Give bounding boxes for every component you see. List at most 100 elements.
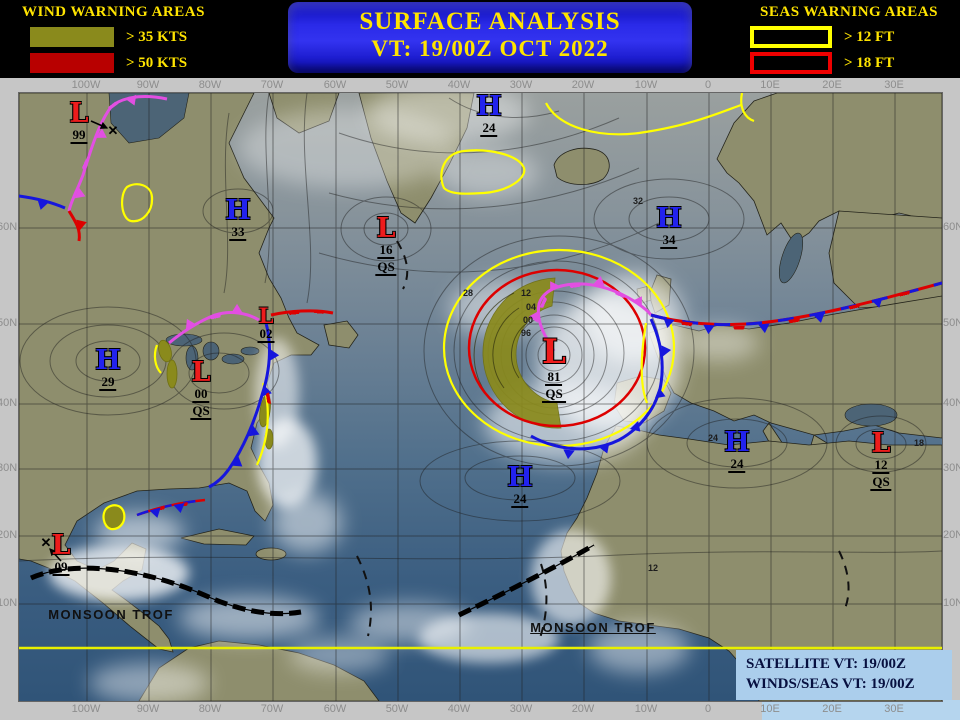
isobar-label: 32 xyxy=(632,196,644,206)
lat-label-right: 30N xyxy=(943,462,960,474)
lon-label-top: 30W xyxy=(509,79,533,91)
isobar-label: 96 xyxy=(520,328,532,338)
wind-35kt-swatch xyxy=(30,27,114,47)
pressure-suffix: QS xyxy=(870,474,892,491)
lon-label-bottom: 80W xyxy=(198,703,222,715)
x-mark: ✕ xyxy=(40,535,52,550)
lon-label-top: 60W xyxy=(323,79,347,91)
pressure-value: 02 xyxy=(257,326,275,343)
lon-label-bottom: 20W xyxy=(571,703,595,715)
lon-label-top: 100W xyxy=(71,79,101,91)
monsoon-trof-label: MONSOON TROF xyxy=(48,607,174,622)
pressure-value: 24 xyxy=(728,456,746,473)
pressure-system-H-33: H 33 xyxy=(225,197,251,241)
header-bar: WIND WARNING AREAS > 35 KTS > 50 KTS SUR… xyxy=(0,0,960,78)
lat-label-left: 20N xyxy=(0,529,18,541)
lat-label-right: 10N xyxy=(943,597,960,609)
monsoon-trough-lines xyxy=(29,542,596,618)
isobar-label: 18 xyxy=(913,438,925,448)
pressure-value: 33 xyxy=(229,224,247,241)
pressure-suffix: QS xyxy=(542,387,566,403)
lon-label-top: 20E xyxy=(822,79,842,91)
low-center-pointer-arrows xyxy=(49,120,109,562)
wind-warning-legend: WIND WARNING AREAS > 35 KTS > 50 KTS xyxy=(22,4,282,76)
pressure-value: 24 xyxy=(480,120,498,137)
map-graphics xyxy=(19,93,942,701)
pressure-value: 09 xyxy=(52,559,70,576)
wind-50kt-swatch xyxy=(30,53,114,73)
pressure-value: 24 xyxy=(511,491,529,508)
high-pressure-symbol: H xyxy=(476,91,502,122)
isobar-label: 00 xyxy=(522,315,534,325)
isobar-label: 04 xyxy=(525,302,537,312)
lon-label-top: 50W xyxy=(385,79,409,91)
pressure-system-L-81: L 81 QS xyxy=(542,335,566,403)
lon-label-top: 20W xyxy=(571,79,595,91)
seas-12ft-label: > 12 FT xyxy=(844,28,895,45)
low-pressure-symbol: L xyxy=(376,213,396,244)
stationary-front-europe xyxy=(650,281,942,335)
seas-18ft-label: > 18 FT xyxy=(844,54,895,71)
lat-label-left: 60N xyxy=(0,221,18,233)
pressure-system-L-16: L 16 QS xyxy=(375,213,397,276)
lat-label-right: 40N xyxy=(943,397,960,409)
lon-label-bottom: 70W xyxy=(260,703,284,715)
pressure-system-H-24: H 24 xyxy=(476,93,502,137)
x-mark: ✕ xyxy=(107,123,119,138)
lat-label-left: 50N xyxy=(0,317,18,329)
high-pressure-symbol: H xyxy=(95,345,121,376)
lon-label-top: 90W xyxy=(136,79,160,91)
lat-label-right: 50N xyxy=(943,317,960,329)
lon-label-bottom: 0 xyxy=(704,703,712,715)
surface-analysis-map: L 99 H 33 L 16 QS H 24 H 34 H 29 L 00 QS L 02 L 81 QS H 24 H 24 L… xyxy=(18,92,943,702)
lon-label-bottom: 50W xyxy=(385,703,409,715)
chart-valid-time: VT: 19/00Z OCT 2022 xyxy=(371,36,609,61)
high-pressure-symbol: H xyxy=(507,462,533,493)
low-pressure-symbol: L xyxy=(542,332,566,372)
lon-label-top: 0 xyxy=(704,79,712,91)
lon-label-bottom: 60W xyxy=(323,703,347,715)
cold-front-iberia-tail xyxy=(530,318,672,460)
pressure-value: 12 xyxy=(872,457,890,474)
pressure-system-L-99: L 99 xyxy=(69,98,89,144)
occluded-front-great-lakes xyxy=(168,303,260,345)
pressure-suffix: QS xyxy=(375,259,397,276)
pressure-system-H-29: H 29 xyxy=(95,347,121,391)
lat-label-right: 20N xyxy=(943,529,960,541)
occluded-front-storm-spiral xyxy=(528,276,653,352)
pressure-system-L-02: L 02 xyxy=(257,305,275,343)
lon-label-top: 10E xyxy=(760,79,780,91)
low-pressure-symbol: L xyxy=(69,98,89,129)
lon-label-bottom: 10E xyxy=(760,703,780,715)
lat-label-left: 40N xyxy=(0,397,18,409)
stationary-front-caribbean xyxy=(136,498,206,518)
wind-legend-title: WIND WARNING AREAS xyxy=(22,4,205,20)
lon-label-bottom: 30W xyxy=(509,703,533,715)
satellite-valid-time: SATELLITE VT: 19/00Z xyxy=(746,656,907,672)
high-pressure-symbol: H xyxy=(225,195,251,226)
title-banner: SURFACE ANALYSIS VT: 19/00Z OCT 2022 xyxy=(288,2,692,73)
lon-label-top: 40W xyxy=(447,79,471,91)
lon-label-bottom: 30E xyxy=(884,703,904,715)
seas-warning-legend: SEAS WARNING AREAS > 12 FT > 18 FT xyxy=(742,4,956,76)
cold-front-left-edge xyxy=(19,194,66,210)
seas-18ft-swatch xyxy=(750,52,832,74)
monsoon-trof-label: MONSOON TROF xyxy=(530,620,656,635)
lon-label-bottom: 90W xyxy=(136,703,160,715)
lon-label-bottom: 20E xyxy=(822,703,842,715)
winds-seas-valid-time: WINDS/SEAS VT: 19/00Z xyxy=(746,676,915,693)
lon-label-top: 80W xyxy=(198,79,222,91)
satellite-info-box: SATELLITE VT: 19/00Z WINDS/SEAS VT: 19/0… xyxy=(736,650,952,700)
warm-front-nova-scotia xyxy=(270,309,334,317)
seas-12ft-swatch xyxy=(750,26,832,48)
lat-label-left: 10N xyxy=(0,597,18,609)
infobox-margin-strip xyxy=(762,700,960,720)
cold-front-east-coast xyxy=(208,322,280,489)
isobar-label: 12 xyxy=(647,563,659,573)
isobar-label: 24 xyxy=(707,433,719,443)
lat-label-left: 30N xyxy=(0,462,18,474)
pressure-system-H-34: H 34 xyxy=(656,205,682,249)
pressure-system-L-00: L 00 QS xyxy=(190,359,212,420)
pressure-value: 00 xyxy=(192,386,210,403)
pressure-value: 34 xyxy=(660,232,678,249)
